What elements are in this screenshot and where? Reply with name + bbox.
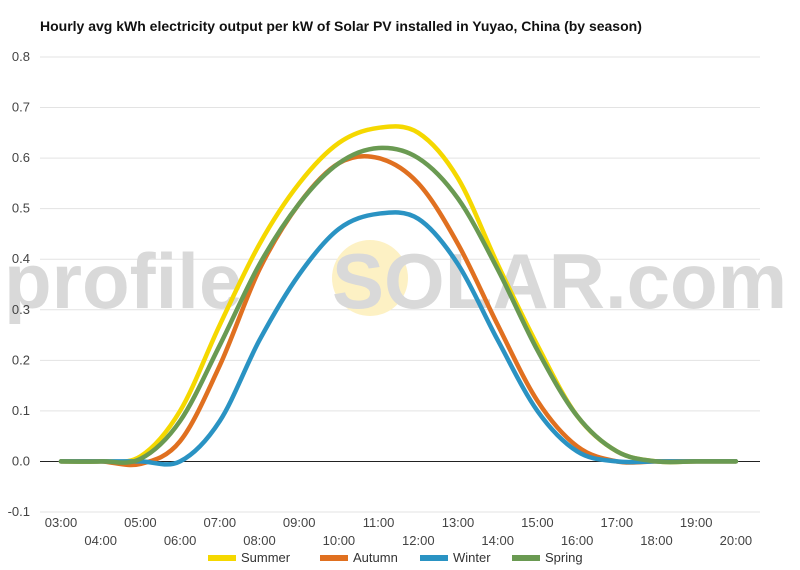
legend-swatch-spring <box>512 555 540 561</box>
x-tick-label: 04:00 <box>84 533 117 548</box>
x-tick-label: 12:00 <box>402 533 435 548</box>
series-line-winter <box>58 210 739 467</box>
y-tick-label: 0.5 <box>12 201 30 216</box>
legend-label-spring: Spring <box>545 550 583 565</box>
x-tick-label: 16:00 <box>561 533 594 548</box>
watermark-text-right: SOLAR.com <box>332 237 787 325</box>
x-tick-label: 13:00 <box>442 515 475 530</box>
series-line-spring <box>58 145 739 465</box>
y-tick-label: 0.1 <box>12 403 30 418</box>
x-tick-label: 10:00 <box>323 533 356 548</box>
legend-label-autumn: Autumn <box>353 550 398 565</box>
y-axis-ticks: 0.8 0.7 0.6 0.5 0.4 0.3 0.2 0.1 0.0 -0.1 <box>8 49 30 519</box>
x-tick-label: 08:00 <box>243 533 276 548</box>
x-tick-label: 19:00 <box>680 515 713 530</box>
y-tick-label: 0.0 <box>12 453 30 468</box>
y-tick-label: 0.6 <box>12 150 30 165</box>
legend-swatch-autumn <box>320 555 348 561</box>
y-tick-label: 0.3 <box>12 302 30 317</box>
legend: Summer Autumn Winter Spring <box>208 550 583 565</box>
x-tick-label: 20:00 <box>720 533 753 548</box>
x-tick-label: 18:00 <box>640 533 673 548</box>
y-tick-label: 0.4 <box>12 251 30 266</box>
x-tick-label: 06:00 <box>164 533 197 548</box>
y-tick-label: 0.7 <box>12 100 30 115</box>
legend-swatch-summer <box>208 555 236 561</box>
legend-label-winter: Winter <box>453 550 491 565</box>
x-tick-label: 17:00 <box>601 515 634 530</box>
x-tick-label: 15:00 <box>521 515 554 530</box>
y-tick-label: 0.8 <box>12 49 30 64</box>
watermark-text-left: profile <box>4 237 242 325</box>
y-tick-label: -0.1 <box>8 504 30 519</box>
x-tick-label: 07:00 <box>204 515 237 530</box>
legend-swatch-winter <box>420 555 448 561</box>
watermark-sun-icon <box>332 240 408 316</box>
x-tick-label: 14:00 <box>481 533 514 548</box>
y-tick-label: 0.2 <box>12 352 30 367</box>
series-lines <box>58 124 739 468</box>
chart-title: Hourly avg kWh electricity output per kW… <box>40 18 642 34</box>
x-axis-ticks: 03:00 04:00 05:00 06:00 07:00 08:00 09:00 10:00… <box>45 515 752 548</box>
x-tick-label: 05:00 <box>124 515 157 530</box>
watermark: profile SOLAR.com <box>4 237 787 325</box>
x-tick-label: 11:00 <box>363 515 395 530</box>
legend-label-summer: Summer <box>241 550 291 565</box>
x-tick-label: 03:00 <box>45 515 78 530</box>
x-tick-label: 09:00 <box>283 515 316 530</box>
